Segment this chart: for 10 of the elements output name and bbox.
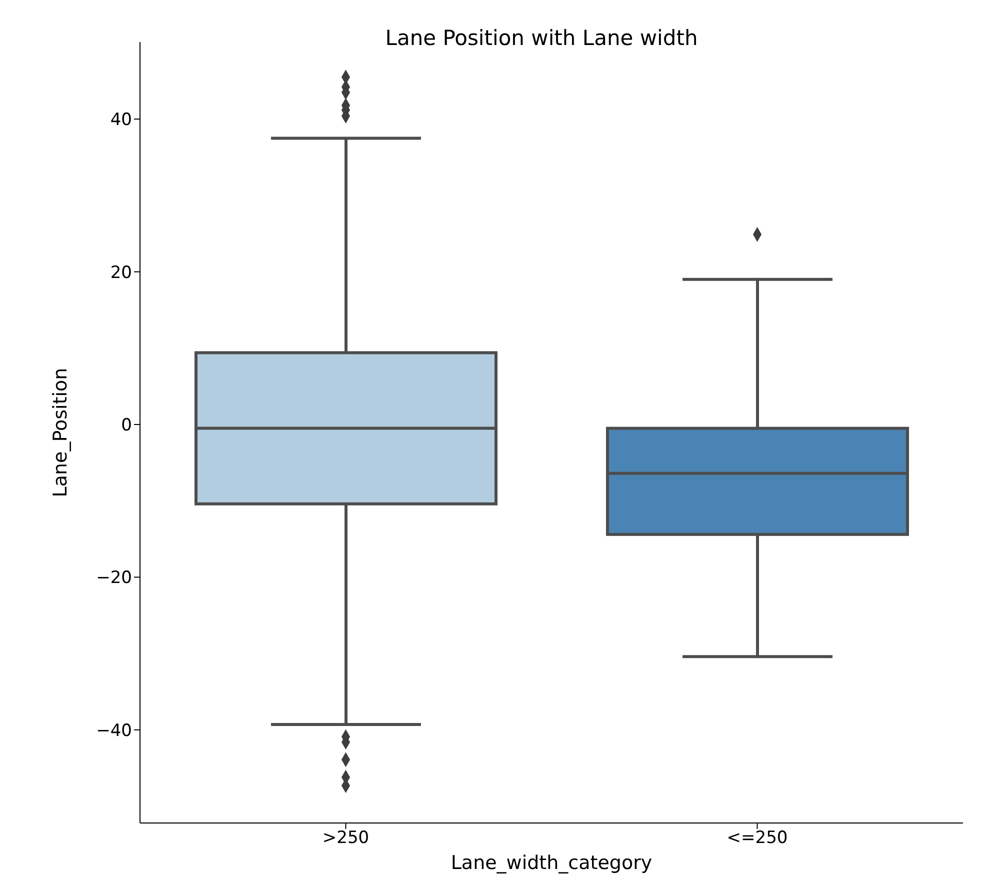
- x-tick-label: <=250: [726, 828, 788, 848]
- x-axis-title: Lane_width_category: [450, 852, 652, 874]
- x-tick-label: >250: [322, 828, 370, 848]
- y-axis-title: Lane_Position: [50, 368, 72, 498]
- y-tick-label: 0: [121, 416, 132, 436]
- y-tick-label: 20: [110, 262, 132, 283]
- y-tick-label: −40: [96, 720, 132, 741]
- y-tick-label: 40: [110, 110, 132, 130]
- y-tick-label: −20: [96, 568, 132, 588]
- chart-title: Lane Position with Lane width: [384, 26, 699, 50]
